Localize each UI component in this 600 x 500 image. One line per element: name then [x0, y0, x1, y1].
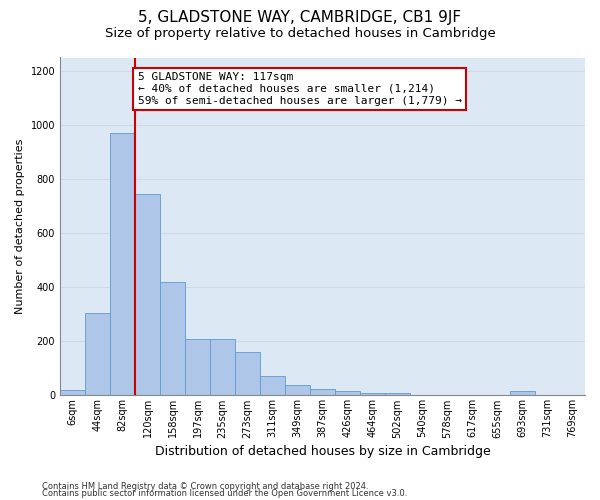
Text: 5 GLADSTONE WAY: 117sqm
← 40% of detached houses are smaller (1,214)
59% of semi: 5 GLADSTONE WAY: 117sqm ← 40% of detache… — [137, 72, 461, 106]
Bar — [110, 133, 135, 396]
Bar — [235, 352, 260, 396]
Bar — [310, 388, 335, 396]
Bar — [60, 390, 85, 396]
Bar — [210, 339, 235, 396]
Bar — [260, 376, 285, 396]
Text: Size of property relative to detached houses in Cambridge: Size of property relative to detached ho… — [104, 28, 496, 40]
Bar — [285, 384, 310, 396]
Bar — [135, 194, 160, 396]
Bar — [360, 392, 385, 396]
Bar — [185, 339, 210, 396]
Bar — [510, 392, 535, 396]
Bar — [335, 392, 360, 396]
Bar — [85, 313, 110, 396]
Bar — [160, 282, 185, 396]
Y-axis label: Number of detached properties: Number of detached properties — [15, 139, 25, 314]
X-axis label: Distribution of detached houses by size in Cambridge: Distribution of detached houses by size … — [155, 444, 490, 458]
Text: 5, GLADSTONE WAY, CAMBRIDGE, CB1 9JF: 5, GLADSTONE WAY, CAMBRIDGE, CB1 9JF — [139, 10, 461, 25]
Bar — [385, 392, 410, 396]
Text: Contains HM Land Registry data © Crown copyright and database right 2024.: Contains HM Land Registry data © Crown c… — [42, 482, 368, 491]
Text: Contains public sector information licensed under the Open Government Licence v3: Contains public sector information licen… — [42, 489, 407, 498]
